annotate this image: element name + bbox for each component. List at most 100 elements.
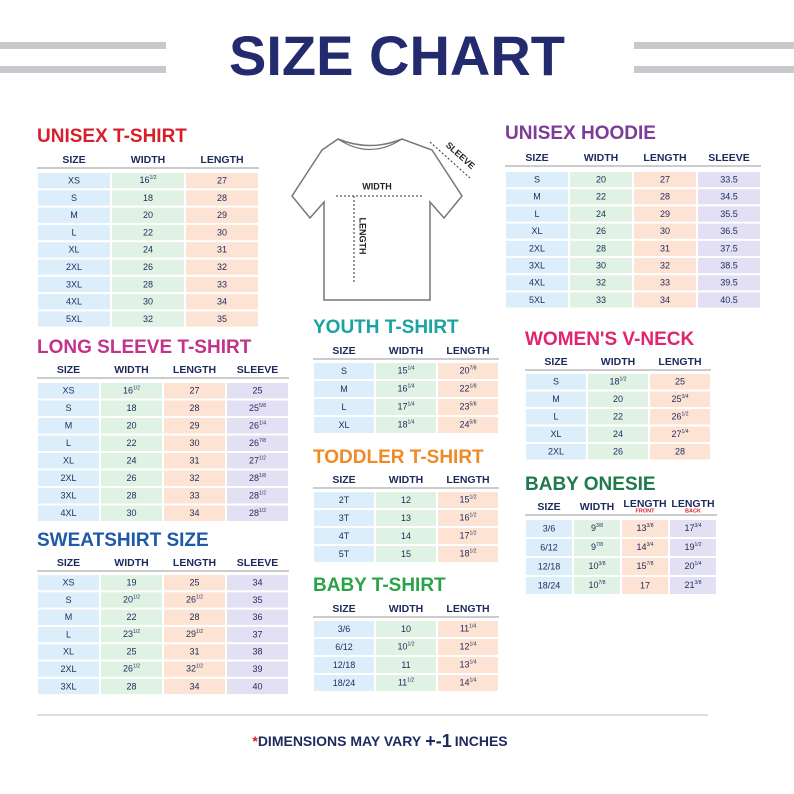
column-header: LENGTH — [173, 557, 216, 569]
cell-bg — [101, 644, 162, 660]
cell: 34.5 — [720, 192, 738, 202]
cell: 20 — [613, 394, 623, 404]
cell-bg — [101, 626, 162, 643]
cell-bg — [526, 558, 572, 575]
column-header: LENGTH — [200, 154, 243, 166]
cell: 3/6 — [338, 624, 351, 634]
table-title: SWEATSHIRT SIZE — [37, 530, 209, 551]
cell: 11 — [401, 660, 410, 670]
cell-fraction: 5/8 — [470, 420, 477, 426]
cell-fraction: 7/8 — [647, 561, 654, 567]
cell-bg — [634, 275, 696, 291]
cell-value: 10 — [398, 642, 408, 652]
cell-fraction: 1/4 — [470, 678, 477, 684]
cell-bg — [588, 409, 648, 425]
cell-bg — [526, 577, 572, 594]
cell-bg — [622, 577, 668, 594]
cell-bg — [376, 657, 436, 673]
cell: 18/24 — [333, 678, 356, 688]
cell-value: 23 — [460, 402, 470, 412]
cell-bg — [227, 400, 288, 416]
column-header: WIDTH — [114, 364, 148, 376]
cell-bg — [670, 558, 716, 575]
cell-bg — [314, 492, 374, 508]
cell: 321/2 — [186, 664, 203, 674]
cell-value: 27 — [672, 429, 682, 439]
cell-bg — [38, 311, 110, 327]
cell: 103/8 — [589, 561, 606, 571]
cell-bg — [526, 409, 586, 425]
cell-bg — [376, 639, 436, 655]
cell-bg — [376, 417, 436, 433]
table-title: WOMEN'S V-NECK — [525, 329, 694, 350]
cell-bg — [634, 206, 696, 222]
cell: 18/24 — [538, 580, 561, 590]
cell-fraction: 1/4 — [259, 421, 266, 427]
cell: S — [65, 595, 71, 605]
cell-bg — [164, 470, 225, 486]
cell-value: 18 — [398, 420, 408, 430]
cell-bg — [670, 539, 716, 556]
cell-bg — [506, 189, 568, 205]
cell: 28 — [596, 243, 606, 253]
cell-bg — [38, 173, 110, 189]
cell-value: 26 — [186, 595, 196, 605]
cell-fraction: 1/4 — [695, 561, 702, 567]
cell-value: 14 — [637, 542, 647, 552]
cell-bg — [164, 592, 225, 608]
cell-bg — [186, 294, 258, 310]
cell: 24 — [143, 245, 153, 255]
cell: 143/4 — [637, 542, 654, 552]
cell-fraction: 1/8 — [470, 384, 477, 390]
cell-bg — [650, 444, 710, 460]
cell: 4XL — [66, 297, 82, 307]
cell-bg — [112, 207, 184, 223]
tolerance: +-1 — [425, 731, 452, 751]
cell-bg — [438, 492, 498, 508]
cell: 6/12 — [335, 642, 353, 652]
cell-value: 23 — [123, 629, 133, 639]
cell: 34 — [189, 681, 199, 691]
cell-bg — [227, 418, 288, 434]
cell-fraction: 3/4 — [695, 523, 702, 529]
cell: 34 — [189, 508, 199, 518]
cell-bg — [376, 675, 436, 691]
cell-bg — [101, 453, 162, 469]
cell: 27 — [217, 176, 227, 186]
cell-bg — [314, 528, 374, 544]
cell: 3XL — [66, 279, 82, 289]
cell-fraction: 1/2 — [695, 542, 702, 548]
cell-bg — [376, 510, 436, 526]
cell-bg — [227, 678, 288, 695]
cell-value: 12 — [460, 642, 470, 652]
cell: 20 — [596, 174, 606, 184]
cell-fraction: 3/8 — [596, 523, 603, 529]
cell-bg — [227, 470, 288, 486]
cell: 32 — [596, 278, 606, 288]
cell: 25 — [189, 578, 199, 588]
cell-bg — [314, 510, 374, 526]
cell-bg — [186, 224, 258, 241]
cell-bg — [570, 172, 632, 188]
cell: 28 — [675, 447, 685, 457]
cell: M — [552, 394, 560, 404]
cell: 30 — [126, 508, 136, 518]
cell: 4XL — [60, 508, 76, 518]
cell: 39.5 — [720, 278, 738, 288]
cell: 35 — [252, 595, 262, 605]
cell: 20 — [126, 421, 136, 431]
cell-fraction: 1/2 — [133, 386, 140, 392]
cell: M — [340, 384, 348, 394]
cell-bg — [227, 592, 288, 608]
cell: 37 — [252, 629, 262, 639]
cell: 22 — [126, 438, 136, 448]
cell-bg — [526, 391, 586, 407]
cell: 22 — [613, 412, 623, 422]
cell: 3XL — [60, 491, 76, 501]
cell: 33 — [660, 278, 670, 288]
cell-value: 26 — [672, 412, 682, 422]
asterisk: * — [252, 733, 258, 749]
cell-bg — [38, 242, 110, 258]
cell: 261/2 — [672, 412, 689, 422]
